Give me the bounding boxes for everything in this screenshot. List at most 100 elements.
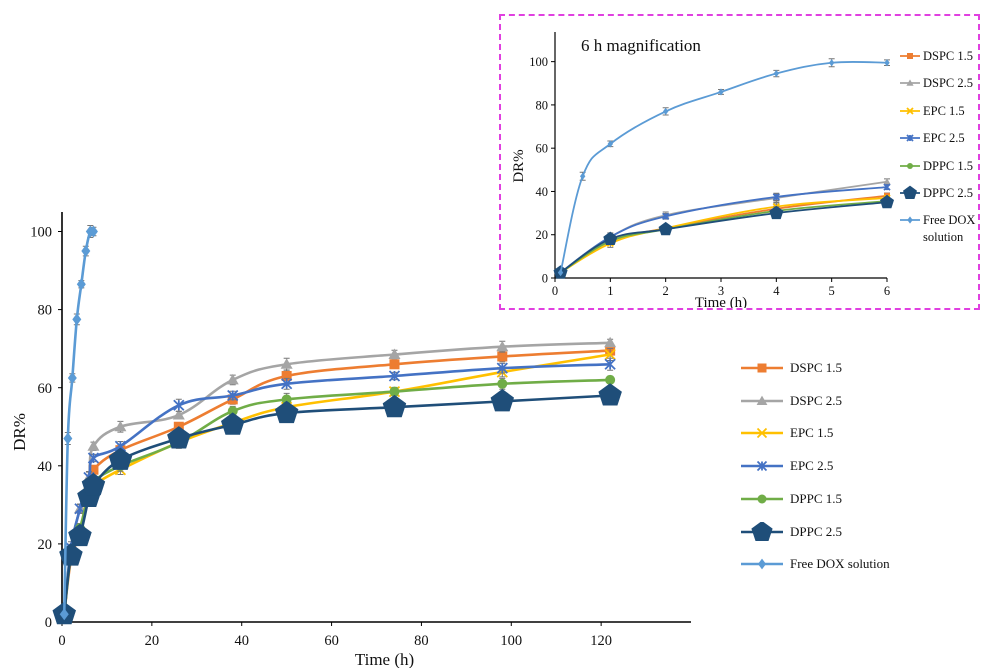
inset-data-point-free-dox-solution [718,88,724,96]
inset-data-point-dppc-2-5 [880,194,894,209]
main-x-axis-label: Time (h) [355,650,414,668]
main-data-point-dspc-1-5 [88,464,99,475]
main-legend-item-dspc-1-5: DSPC 1.5 [740,358,842,378]
inset-series-line-dppc-2-5 [560,201,888,274]
inset-legend-item-free-dox-solution: Free DOX solution [899,212,983,246]
inset-y-tick-label: 100 [529,55,548,69]
main-legend-swatch-epc-2-5 [741,460,783,472]
inset-x-tick-label: 5 [829,284,835,298]
main-data-point-epc-2-5 [281,378,293,390]
main-legend-item-dppc-2-5: DPPC 2.5 [740,521,842,542]
inset-legend-item-epc-2-5: EPC 2.5 [899,130,983,147]
inset-data-point-free-dox-solution [557,268,564,277]
main-x-tick-label: 0 [58,633,65,649]
main-y-tick-label: 60 [38,381,53,397]
main-data-point-dspc-2-5 [172,409,185,420]
main-data-point-dspc-2-5 [604,336,617,348]
main-series-epc-1-5 [58,348,616,620]
main-data-point-free-dox-solution [67,371,77,384]
inset-legend-marker-dppc-2-5 [903,185,917,199]
main-y-tick-label: 40 [38,459,53,475]
inset-y-tick-label: 80 [536,98,549,112]
inset-legend-marker-epc-1-5 [906,107,914,115]
inset-legend-swatch-dppc-1-5 [900,162,920,169]
main-data-point-free-dox-solution [76,278,86,291]
main-data-point-dspc-1-5 [389,359,400,370]
inset-series-dppc-2-5 [553,194,894,279]
main-data-point-dppc-2-5 [490,389,514,412]
inset-x-tick-label: 4 [773,284,780,298]
main-data-point-dspc-1-5 [497,351,508,362]
inset-data-point-free-dox-solution [828,59,835,67]
main-data-point-dspc-2-5 [114,420,127,432]
inset-legend-swatch-dspc-1-5 [900,53,920,59]
main-data-point-dppc-2-5 [68,523,92,547]
inset-x-tick-label: 3 [718,284,724,298]
inset-series-line-epc-2-5 [560,186,888,274]
inset-y-tick-label: 40 [536,185,549,199]
inset-legend-label-dppc-2-5: DPPC 2.5 [923,186,974,200]
main-data-point-dppc-2-5 [382,394,407,418]
main-data-point-dppc-1-5 [281,394,292,405]
main-legend-label-epc-2-5: EPC 2.5 [790,458,834,474]
main-data-point-dppc-1-5 [605,374,616,385]
main-data-point-epc-2-5 [388,370,401,382]
main-legend-marker-epc-1-5 [756,428,768,439]
main-legend-swatch-free-dox-solution [741,558,783,570]
inset-x-tick-label: 0 [552,284,558,298]
main-data-point-dppc-1-5 [497,378,508,389]
main-legend-label-free-dox-solution: Free DOX solution [790,556,890,572]
main-y-tick-label: 100 [30,225,52,241]
main-legend-item-epc-1-5: EPC 1.5 [740,423,833,443]
main-series-line-dppc-1-5 [62,378,611,615]
main-data-point-dspc-2-5 [496,340,509,352]
main-data-point-epc-2-5 [87,452,100,464]
main-legend-marker-dspc-1-5 [757,363,767,373]
main-legend-item-dspc-2-5: DSPC 2.5 [740,391,842,411]
inset-title: 6 h magnification [581,36,701,55]
main-legend-label-dppc-1-5: DPPC 1.5 [790,490,843,506]
main-legend-item-dppc-1-5: DPPC 1.5 [740,489,842,509]
inset-data-point-epc-2-5 [883,183,891,191]
main-x-tick-label: 60 [324,633,339,649]
inset-legend-marker-free-dox-solution [907,216,913,224]
inset-x-tick-label: 1 [607,284,613,298]
inset-legend-marker-epc-2-5 [906,134,914,142]
inset-x-tick-label: 2 [663,284,669,298]
inset-y-tick-label: 60 [536,142,549,156]
inset-legend-label-dspc-1-5: DSPC 1.5 [923,49,974,63]
main-series-epc-2-5 [58,357,616,620]
inset-legend-item-dppc-2-5: DPPC 2.5 [899,185,983,202]
inset-magnification-panel: 0 1 2 3 4 5 6 0 20 40 60 80 100 Time (h) DR% 6 h magni… [499,14,980,310]
main-x-tick-label: 40 [234,633,249,649]
inset-series-line-dspc-2-5 [560,180,888,274]
main-series-free-dox-solution [59,225,98,621]
main-y-tick-label: 80 [38,303,53,319]
main-x-tick-label: 100 [500,633,522,649]
main-y-axis-label: DR% [10,413,29,451]
inset-x-tick-label: 6 [884,284,890,298]
main-data-point-free-dox-solution [63,432,73,445]
inset-legend-label-free-dox-solution: Free DOX solution [923,213,976,245]
main-data-point-free-dox-solution [88,225,98,238]
main-data-point-free-dox-solution [81,245,91,258]
inset-y-axis-label: DR% [511,149,527,182]
main-data-point-dppc-2-5 [221,412,245,435]
inset-legend-marker-dspc-2-5 [906,79,914,87]
main-x-tick-label: 80 [414,633,429,649]
main-legend-swatch-dspc-1-5 [741,363,783,373]
inset-y-tick-label: 0 [542,271,548,285]
main-legend-label-dspc-1-5: DSPC 1.5 [790,360,843,375]
main-series-dspc-1-5 [59,345,616,620]
inset-legend-swatch-dspc-2-5 [900,79,920,87]
main-y-tick-label: 0 [45,615,52,631]
main-legend-marker-dspc-2-5 [756,395,768,405]
main-legend-item-free-dox-solution: Free DOX solution [740,554,890,574]
inset-series-line-epc-1-5 [560,197,888,274]
inset-legend-label-epc-2-5: EPC 2.5 [923,131,965,146]
main-data-point-dppc-1-5 [227,406,238,417]
main-y-tick-label: 20 [38,537,53,553]
main-data-point-dspc-2-5 [388,348,401,360]
main-data-point-epc-2-5 [227,389,239,402]
